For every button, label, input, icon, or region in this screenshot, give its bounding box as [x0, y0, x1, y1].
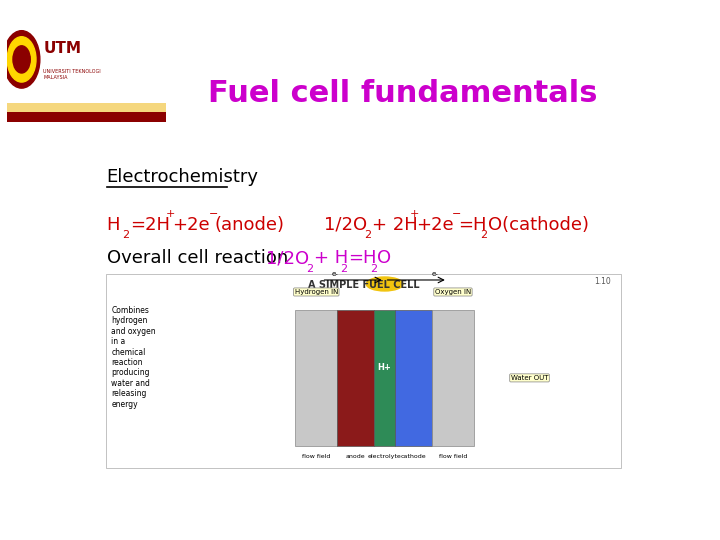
Text: e-: e-: [332, 271, 339, 277]
Text: H+: H+: [378, 363, 392, 372]
Text: 2: 2: [122, 230, 130, 240]
Text: Overall cell reaction: Overall cell reaction: [107, 249, 294, 267]
Text: 2: 2: [340, 264, 347, 274]
Circle shape: [4, 31, 40, 88]
FancyBboxPatch shape: [374, 310, 395, 446]
Text: 2: 2: [306, 264, 313, 274]
Text: Electrochemistry: Electrochemistry: [107, 168, 258, 186]
FancyBboxPatch shape: [7, 112, 166, 122]
Text: e-: e-: [432, 271, 438, 277]
FancyBboxPatch shape: [106, 274, 621, 468]
FancyBboxPatch shape: [295, 310, 337, 446]
Text: UTM: UTM: [43, 40, 81, 56]
FancyBboxPatch shape: [432, 310, 474, 446]
Text: O: O: [377, 249, 392, 267]
Text: Fuel cell fundamentals: Fuel cell fundamentals: [208, 79, 597, 109]
Text: Hydrogen IN: Hydrogen IN: [294, 289, 338, 295]
Text: Combines
hydrogen
and oxygen
in a
chemical
reaction
producing
water and
releasin: Combines hydrogen and oxygen in a chemic…: [112, 306, 156, 409]
Text: Water OUT: Water OUT: [510, 375, 548, 381]
Text: anode: anode: [346, 454, 366, 459]
Text: innovative ● entrepreneurial ● global: innovative ● entrepreneurial ● global: [420, 518, 660, 532]
Circle shape: [7, 37, 36, 82]
Text: flow field: flow field: [302, 454, 330, 459]
Text: + H: + H: [314, 249, 348, 267]
Circle shape: [13, 46, 30, 73]
FancyBboxPatch shape: [337, 310, 374, 446]
Text: flow field: flow field: [438, 454, 467, 459]
Circle shape: [366, 277, 403, 291]
FancyBboxPatch shape: [395, 310, 432, 446]
FancyBboxPatch shape: [7, 103, 166, 112]
Text: +: +: [410, 210, 419, 219]
Text: A SIMPLE FUEL CELL: A SIMPLE FUEL CELL: [307, 280, 420, 290]
Text: +2e: +2e: [416, 216, 454, 234]
Text: H: H: [107, 216, 120, 234]
Text: O(cathode): O(cathode): [488, 216, 589, 234]
Text: +2e: +2e: [173, 216, 210, 234]
Text: UNIVERSITI TEKNOLOGI
MALAYSIA: UNIVERSITI TEKNOLOGI MALAYSIA: [43, 69, 101, 80]
Text: =H: =H: [348, 249, 377, 267]
Text: electrolyte: electrolyte: [368, 454, 402, 459]
Text: 1/2O: 1/2O: [266, 249, 309, 267]
Text: 2: 2: [370, 264, 377, 274]
Text: 1/2O: 1/2O: [324, 216, 367, 234]
Text: www.utm.my: www.utm.my: [139, 518, 221, 532]
Text: + 2H: + 2H: [372, 216, 418, 234]
Text: −: −: [451, 210, 461, 219]
Text: Oxygen IN: Oxygen IN: [435, 289, 471, 295]
Text: 1.10: 1.10: [594, 277, 611, 286]
Text: 2: 2: [364, 230, 372, 240]
Text: (anode): (anode): [215, 216, 285, 234]
Text: cathode: cathode: [401, 454, 426, 459]
Text: =2H: =2H: [130, 216, 170, 234]
Text: −: −: [209, 210, 218, 219]
Text: 2: 2: [481, 230, 487, 240]
Text: =H: =H: [458, 216, 487, 234]
Text: +: +: [166, 210, 175, 219]
